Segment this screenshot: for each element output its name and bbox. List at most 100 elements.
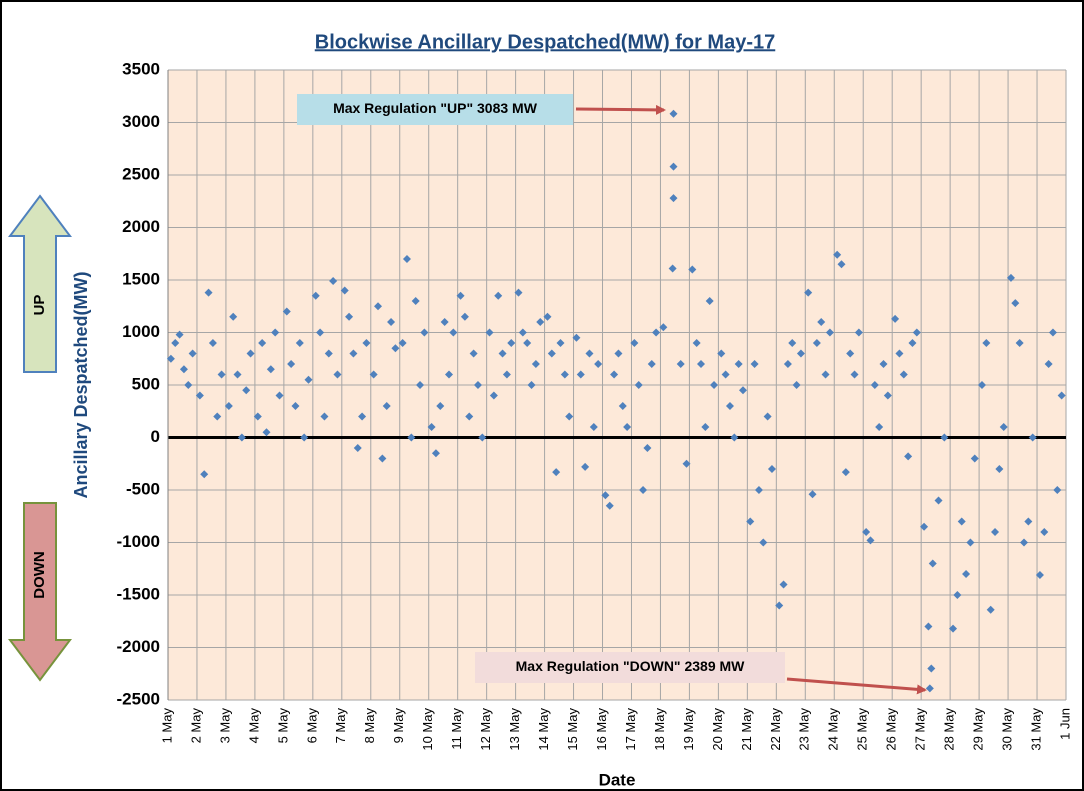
up-label: UP — [31, 295, 48, 316]
point — [767, 465, 776, 473]
point — [253, 412, 262, 421]
point — [518, 328, 527, 337]
x-tick-label: 1 May — [159, 708, 174, 744]
point — [970, 454, 979, 463]
x-tick-label: 11 May — [449, 708, 464, 750]
point — [362, 339, 371, 347]
point — [1006, 273, 1015, 282]
point — [258, 339, 267, 347]
point — [188, 349, 197, 358]
annotation: Max Regulation "DOWN" 2389 MW — [516, 658, 746, 674]
point — [870, 381, 879, 389]
point — [507, 339, 516, 347]
point — [485, 328, 494, 337]
point — [581, 462, 590, 471]
x-tick-label: 8 May — [362, 708, 377, 744]
y-tick-label: 3500 — [122, 59, 160, 78]
point — [659, 323, 668, 332]
x-tick-label: 3 May — [217, 708, 232, 744]
point — [734, 360, 743, 368]
point — [812, 339, 821, 347]
point — [754, 486, 763, 494]
point — [796, 349, 805, 358]
point — [953, 591, 962, 599]
point — [854, 328, 863, 337]
point — [282, 307, 291, 316]
point — [287, 360, 296, 368]
point — [304, 375, 313, 384]
annotation-arrow — [575, 104, 666, 115]
point — [594, 360, 603, 368]
point — [213, 412, 222, 421]
point — [705, 297, 714, 305]
y-tick-label: 500 — [132, 374, 160, 393]
point — [841, 468, 850, 477]
point — [750, 360, 759, 368]
point — [416, 381, 425, 389]
point — [195, 391, 204, 400]
point — [369, 370, 378, 379]
point — [349, 349, 358, 358]
x-tick-label: 1 Jun — [1057, 708, 1072, 740]
point — [531, 360, 540, 368]
point — [825, 328, 834, 337]
y-axis-label: Ancillary Despatched(MW) — [71, 271, 91, 498]
x-tick-label: 20 May — [710, 708, 725, 751]
x-tick-label: 5 May — [275, 708, 290, 744]
y-tick-label: 0 — [151, 427, 160, 446]
point — [224, 402, 233, 410]
y-tick-label: -1500 — [117, 584, 160, 603]
point — [995, 465, 1004, 473]
point — [1040, 528, 1049, 536]
point — [427, 423, 436, 431]
annotation-box — [475, 652, 785, 683]
point — [908, 339, 917, 347]
point — [647, 360, 656, 368]
point — [1035, 571, 1044, 580]
point — [1044, 360, 1053, 368]
point — [175, 330, 184, 339]
point — [547, 349, 556, 358]
point — [875, 423, 884, 431]
x-tick-label: 4 May — [246, 708, 261, 744]
point — [928, 559, 937, 568]
y-tick-label: -2000 — [117, 637, 160, 656]
x-tick-label: 25 May — [855, 708, 870, 751]
y-tick-label: -1000 — [117, 532, 160, 551]
x-tick-label: 2 May — [188, 708, 203, 744]
point — [576, 370, 585, 379]
point — [514, 288, 523, 297]
point — [862, 528, 871, 536]
point — [688, 265, 697, 274]
point — [266, 365, 275, 374]
x-tick-label: 10 May — [420, 708, 435, 751]
point — [374, 302, 383, 311]
x-tick-label: 15 May — [565, 708, 580, 751]
y-tick-label: 1000 — [122, 322, 160, 341]
point — [291, 402, 300, 410]
x-tick-label: 13 May — [507, 708, 522, 751]
annotation-box — [297, 94, 573, 125]
point — [358, 412, 367, 421]
point — [391, 344, 400, 353]
point — [949, 624, 958, 633]
point — [730, 433, 739, 442]
point — [345, 312, 354, 321]
point — [444, 370, 453, 379]
point — [788, 339, 797, 347]
point — [465, 412, 474, 421]
point — [1053, 486, 1062, 494]
point — [912, 328, 921, 337]
point — [1011, 299, 1020, 308]
point — [792, 381, 801, 389]
point — [833, 250, 842, 259]
point — [634, 381, 643, 389]
point — [585, 349, 594, 358]
point — [536, 318, 545, 326]
x-tick-label: 19 May — [681, 708, 696, 751]
point — [431, 449, 440, 458]
point — [1048, 328, 1057, 337]
point — [927, 664, 936, 673]
chart-title: Blockwise Ancillary Despatched(MW) for M… — [315, 31, 776, 53]
x-tick-label: 18 May — [652, 708, 667, 751]
